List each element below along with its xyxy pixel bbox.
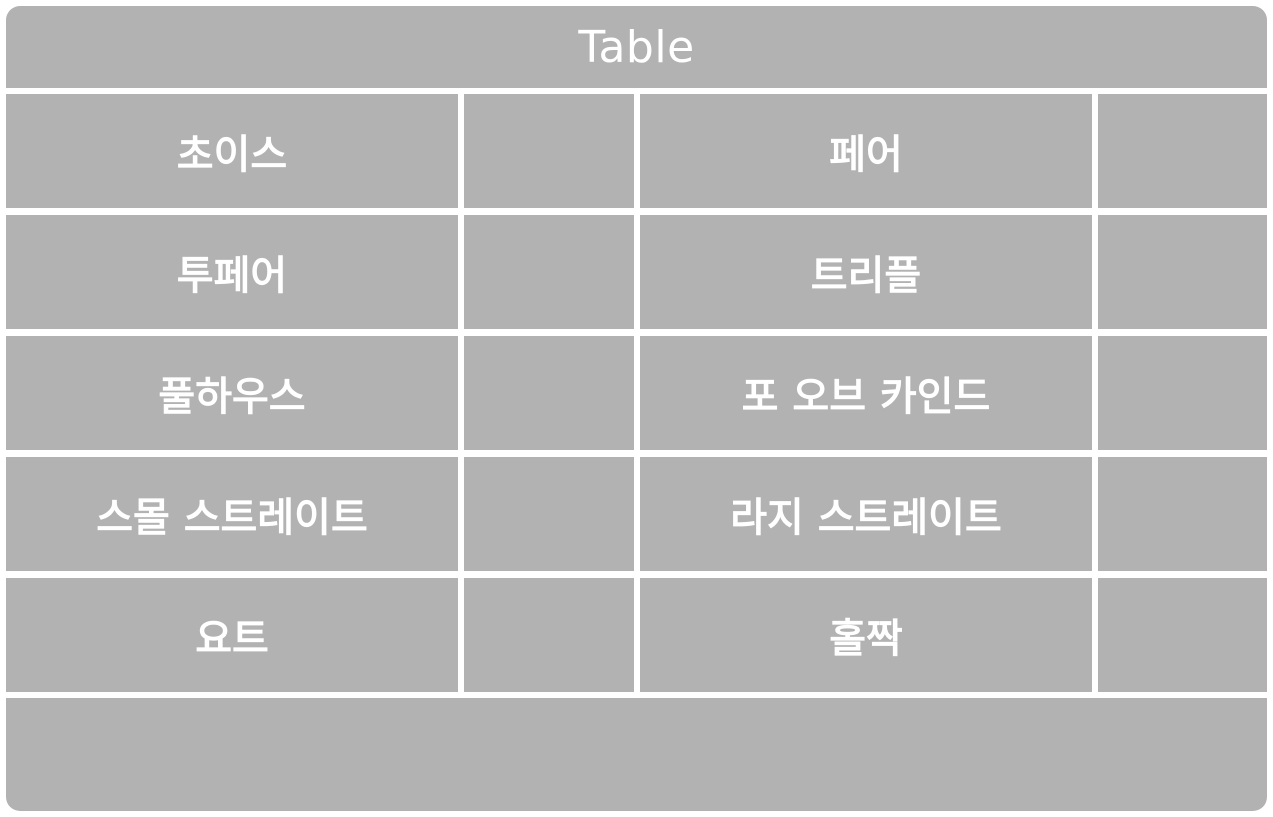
- score-cell-yacht[interactable]: [464, 578, 634, 692]
- score-cell-two-pair[interactable]: [464, 215, 634, 329]
- category-label-pair: 페어: [640, 94, 1092, 208]
- category-label-yacht: 요트: [6, 578, 458, 692]
- score-cell-triple[interactable]: [1098, 215, 1267, 329]
- score-cell-choice[interactable]: [464, 94, 634, 208]
- category-label-two-pair: 투페어: [6, 215, 458, 329]
- category-label-odd-even: 홀짝: [640, 578, 1092, 692]
- score-cell-full-house[interactable]: [464, 336, 634, 450]
- score-grid: 초이스 페어 투페어 트리플 풀하우스 포 오브 카인드 스몰 스트레이트 라지…: [6, 94, 1267, 692]
- score-board: Table 초이스 페어 투페어 트리플 풀하우스 포 오브 카인드 스몰 스트…: [6, 6, 1267, 811]
- score-cell-large-straight[interactable]: [1098, 457, 1267, 571]
- score-cell-pair[interactable]: [1098, 94, 1267, 208]
- table-title: Table: [6, 6, 1267, 88]
- table-footer: [6, 698, 1267, 811]
- category-label-four-of-a-kind: 포 오브 카인드: [640, 336, 1092, 450]
- score-cell-four-of-a-kind[interactable]: [1098, 336, 1267, 450]
- category-label-small-straight: 스몰 스트레이트: [6, 457, 458, 571]
- category-label-triple: 트리플: [640, 215, 1092, 329]
- score-cell-small-straight[interactable]: [464, 457, 634, 571]
- category-label-large-straight: 라지 스트레이트: [640, 457, 1092, 571]
- score-cell-odd-even[interactable]: [1098, 578, 1267, 692]
- category-label-choice: 초이스: [6, 94, 458, 208]
- category-label-full-house: 풀하우스: [6, 336, 458, 450]
